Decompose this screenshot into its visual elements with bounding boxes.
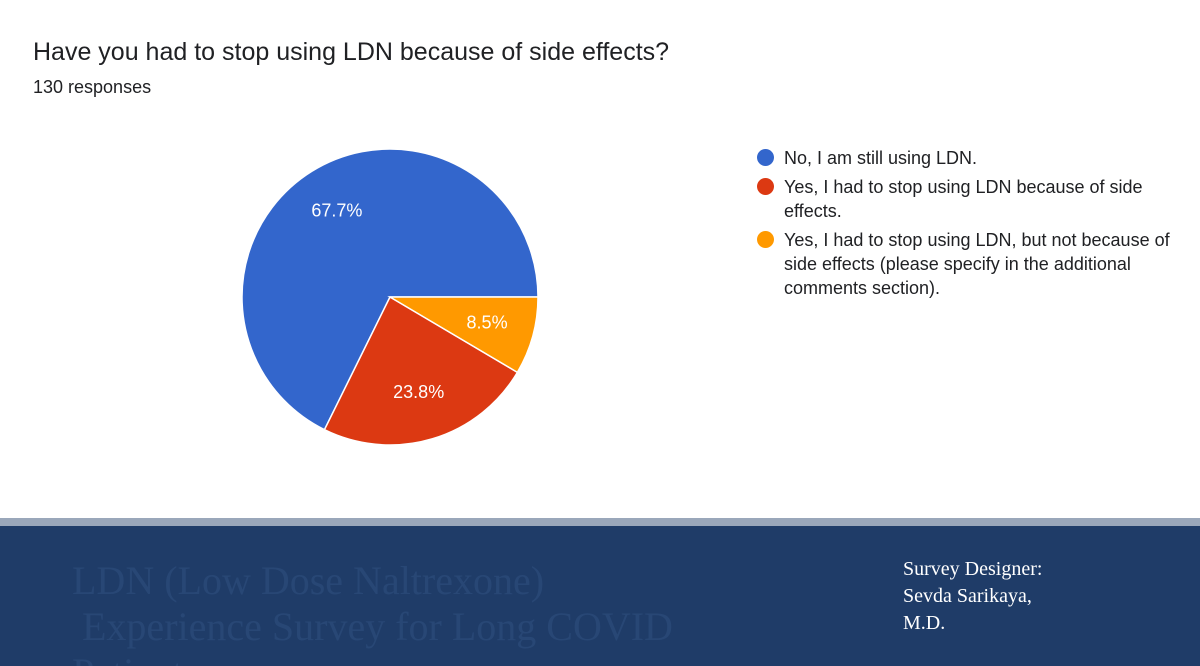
pie-slice-still-using[interactable]: [241, 148, 539, 431]
pie-slice-stopped-side-effects[interactable]: [323, 295, 519, 446]
survey-designer-credit: Survey Designer: Sevda Sarikaya, M.D.: [903, 558, 1043, 634]
legend-label: Yes, I had to stop using LDN because of …: [784, 177, 1143, 221]
legend-label: Yes, I had to stop using LDN, but not be…: [784, 230, 1170, 298]
response-count: 130 responses: [33, 77, 152, 97]
legend-label: No, I am still using LDN.: [784, 148, 978, 168]
pie-slice-stopped-other-reason[interactable]: [387, 296, 539, 374]
footer-banner: LDN (Low Dose Naltrexone) Experience Sur…: [0, 526, 1200, 666]
chart-title: Have you had to stop using LDN because o…: [33, 38, 670, 66]
survey-title-watermark: LDN (Low Dose Naltrexone) Experience Sur…: [72, 558, 673, 666]
pie-slice-percent-label: 67.7%: [311, 200, 362, 220]
legend-swatch: [757, 178, 774, 195]
chart-legend: No, I am still using LDN. Yes, I had to …: [757, 146, 1177, 305]
pie-chart: 67.7% 23.8% 8.5%: [241, 148, 539, 446]
legend-item-stopped-side-effects[interactable]: Yes, I had to stop using LDN because of …: [757, 175, 1177, 223]
pie-slice-percent-label: 8.5%: [467, 312, 508, 332]
footer-divider: [0, 518, 1200, 526]
legend-item-stopped-other-reason[interactable]: Yes, I had to stop using LDN, but not be…: [757, 228, 1177, 300]
pie-slice-percent-label: 23.8%: [393, 382, 444, 402]
legend-swatch: [757, 149, 774, 166]
legend-item-still-using[interactable]: No, I am still using LDN.: [757, 146, 1177, 170]
legend-swatch: [757, 231, 774, 248]
